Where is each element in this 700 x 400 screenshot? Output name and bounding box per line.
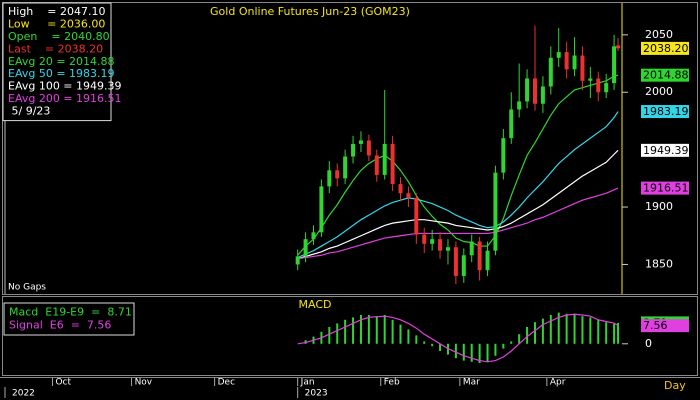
info-text: 5/ 9/23 [8,104,50,117]
info-text: EAvg 200 = 1916.51 [8,92,122,105]
info-text: EAvg 20 = 2014.88 [8,55,115,68]
info-text: High = 2047.10 [8,5,105,18]
candle-body [303,239,308,257]
candle-body [477,241,482,271]
candle-body [406,193,411,198]
candle-body [343,156,348,179]
last-value-label-box [641,143,689,157]
info-box [3,302,135,336]
candle-body [580,55,585,81]
candle-body [501,138,506,173]
info-text: Open = 2040.80 [8,30,110,43]
time-axis: Oct Nov Dec Jan Feb Mar Apr 2022 2023 [4,378,566,399]
moving-average-line [297,74,619,256]
candle-body [414,197,419,235]
last-value-label-box [641,319,689,333]
candle-body [453,247,458,276]
last-close-label: 2038.20 [643,42,689,55]
moving-average-line [297,111,619,259]
candle-body [327,170,332,187]
moving-average-line [297,149,619,260]
last-value-label: 1949.39 [643,144,689,157]
last-value-label: 1983.19 [643,105,689,118]
candle-body [540,86,545,104]
candle-body [564,52,569,70]
main-panel: 1850 1900 2000 2050 2014.88 1983.19 1949.39 191… [2,2,689,284]
candle-body [604,83,609,93]
x-tick-label: Oct [55,378,71,388]
candle-body [295,256,300,265]
x-tick-label: Nov [135,378,153,388]
candle-body [374,155,379,175]
candle-body [548,57,553,87]
candle-body [517,101,522,110]
y-tick-label: 1850 [645,257,673,270]
candle-body [596,78,601,93]
candle-body [588,78,593,81]
macd-title: MACD [299,298,332,311]
last-value-label-box [641,105,689,119]
candle-body [335,170,340,179]
info-text: EAvg 50 = 1983.19 [8,67,115,80]
last-value-label: 2014.88 [643,69,689,82]
x-tick-label: Jan [300,378,315,388]
moving-average-line [297,187,619,260]
x-tick-label: Dec [218,378,235,388]
candle-body [390,143,395,185]
y-tick-label: 2000 [645,85,673,98]
main-panel-frame [2,2,698,295]
last-close-label-box [641,41,689,55]
candle-body [616,45,621,49]
year-tick-label: 2022 [12,389,35,399]
candle-body [398,184,403,194]
last-value-label-box [641,68,689,82]
last-value-label: 1916.51 [643,182,689,195]
x-tick-label: Feb [384,378,400,388]
candle-body [532,78,537,104]
last-value-label: 7.56 [643,319,668,332]
candle-body [438,239,443,251]
candle-body [351,143,356,157]
candle-body [556,52,561,58]
last-value-label-box [641,181,689,195]
x-tick-label: Apr [550,378,566,388]
x-tick-label: Mar [463,378,480,388]
candle-body [493,172,498,251]
y-tick-label: 0 [645,337,652,350]
candle-body [612,46,617,84]
info-text: Signal E6 = 7.56 [9,319,111,332]
note: No Gaps [8,283,46,293]
info-text: Macd E19-E9 = 8.71 [9,306,132,319]
candle-body [319,186,324,233]
candle-body [469,241,474,256]
signal-line [297,313,619,363]
candle-body [525,78,530,102]
candle-body [366,140,371,156]
candle-body [485,250,490,271]
candle-body [572,55,577,70]
info-text: Low = 2036.00 [8,18,105,31]
x-axis-label: Day [664,379,686,392]
candle-body [461,255,466,276]
candle-body [422,234,427,244]
candle-body [358,140,363,144]
macd-panel-frame [2,296,698,376]
candle-body [430,239,435,244]
candle-body [311,232,316,240]
info-text: Last = 2038.20 [8,42,103,55]
y-tick-label: 2050 [645,28,673,41]
y-tick-label: 1900 [645,200,673,213]
year-tick-label: 2023 [305,389,328,399]
candle-body [509,109,514,139]
chart-title: Gold Online Futures Jun-23 (GOM23) [210,5,410,18]
candle-body [382,143,387,175]
info-box [2,2,112,122]
info-text: EAvg 100 = 1949.39 [8,80,122,93]
candle-body [445,247,450,251]
